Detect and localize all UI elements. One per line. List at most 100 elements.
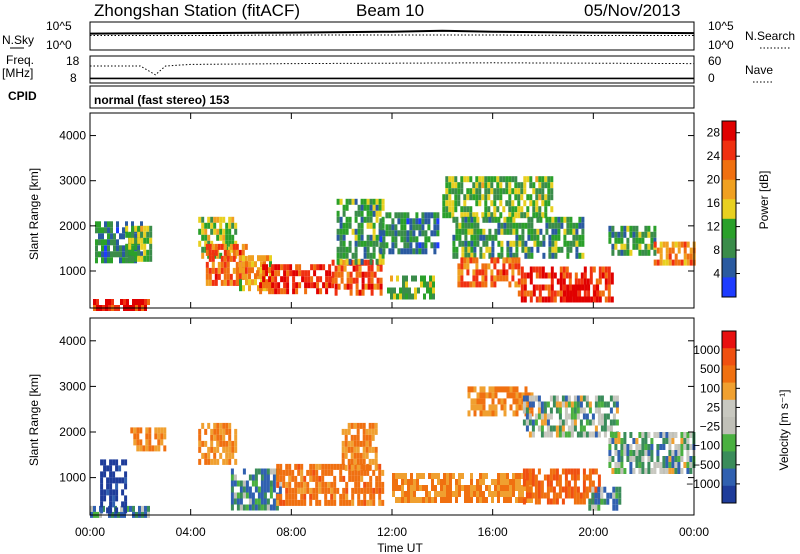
power-cells-cell-12 — [488, 228, 492, 235]
power-cells-cell-17 — [665, 241, 669, 248]
power-cells-cell-14 — [559, 284, 563, 291]
vel-cells-cell-4 — [251, 480, 255, 487]
vel-cells-cell-9 — [591, 413, 595, 420]
power-cells-cell-8 — [345, 246, 349, 253]
vel-cells-cell-7 — [464, 485, 467, 491]
power-cells-cell-4 — [226, 261, 230, 268]
vel-cells-cell-12 — [680, 432, 684, 438]
power-cells-cell-12 — [497, 240, 501, 247]
vel-cells-cell-1 — [106, 507, 110, 514]
vel-cells-cell-1 — [112, 477, 116, 484]
power-cells-cell-3 — [222, 234, 226, 241]
vel-cells-cell-5 — [339, 499, 343, 506]
vel-cells-cell-4 — [269, 468, 273, 475]
power-cells-cell-12 — [560, 216, 564, 223]
vel-cells-cell-9 — [549, 431, 553, 438]
vel-cells-cell-10 — [522, 468, 526, 475]
vel-cells-cell-12 — [638, 456, 642, 462]
vel-cells-cell-8 — [491, 386, 495, 393]
power-cells-cell-12 — [563, 228, 567, 235]
vel-cells-cell-1 — [115, 507, 119, 514]
vel-cells-cell-5 — [279, 469, 283, 476]
vel-cells-cell-9 — [558, 425, 562, 432]
power-cells-cell-11 — [460, 182, 464, 189]
vel-cells-cell-0 — [129, 505, 132, 512]
vel-cells-cell-10 — [552, 492, 556, 499]
vel-cells-cell-5 — [291, 493, 295, 500]
vel-cells-cell-8 — [467, 410, 471, 417]
vel-cells-cell-12 — [683, 432, 687, 438]
vel-cells-cell-1 — [115, 477, 119, 484]
power-cells-cell-12 — [578, 222, 582, 229]
power-cells-cell-12 — [491, 216, 495, 223]
vel-cells-cell-4 — [275, 504, 279, 511]
vel-cells-cell-7 — [515, 497, 518, 503]
power-cells-cell-12 — [500, 246, 504, 253]
power-cells-cell-11 — [487, 182, 491, 189]
power-cells-cell-16 — [626, 237, 630, 244]
vel-cells-cell-4 — [254, 486, 258, 493]
vel-cells-cell-12 — [647, 432, 651, 438]
vel-cells-cell-12 — [671, 432, 675, 438]
vel-cells-cell-1 — [124, 483, 128, 490]
power-cells-cell-13 — [496, 257, 500, 264]
vel-cells-cell-5 — [381, 481, 385, 488]
vel-cells-cell-12 — [662, 444, 666, 450]
power-cells-cell-11 — [478, 200, 482, 207]
power-cells-cell-11 — [460, 176, 464, 183]
power-cells-cell-3 — [198, 216, 202, 223]
vel-cells-cell-3 — [204, 458, 208, 465]
vel-cells-cell-9 — [582, 395, 586, 402]
power-cells-cell-17 — [674, 253, 678, 260]
vel-cells-cell-10 — [579, 498, 583, 505]
power-cells-cell-11 — [538, 176, 542, 183]
vel-cells-cell-12 — [656, 444, 660, 450]
vel-cells-cell-9 — [525, 419, 529, 426]
power-cells-cell-8 — [336, 210, 340, 217]
power-cells-cell-13 — [478, 281, 482, 288]
power-cells-cell-14 — [541, 266, 545, 273]
vel-cells-cell-9 — [534, 419, 538, 426]
power-cells-cell-13 — [490, 257, 494, 264]
power-cells-cell-9 — [406, 242, 410, 249]
power-cells-cell-12 — [476, 222, 480, 229]
vel-cells-cell-12 — [641, 462, 645, 468]
vel-cells-cell-12 — [620, 438, 624, 444]
vel-cells-cell-7 — [398, 497, 401, 503]
vel-cells-cell-10 — [564, 492, 568, 499]
power-cells-cell-8 — [345, 258, 349, 265]
power-cells-cell-14 — [517, 290, 521, 297]
power-cells-cell-11 — [475, 188, 479, 195]
vel-cells-cell-12 — [614, 462, 618, 468]
power-cells-cell-16 — [647, 225, 651, 232]
vel-cells-cell-5 — [285, 463, 289, 470]
power-cells-cell-12 — [515, 252, 519, 259]
vel-cells-cell-9 — [522, 401, 526, 408]
power_panel-cbar-seg-4 — [722, 199, 736, 220]
nsky-label: N.Sky — [2, 33, 34, 47]
power-cells-cell-11 — [541, 200, 545, 207]
vel-cells-cell-1 — [124, 471, 128, 478]
vel-cells-cell-5 — [351, 469, 355, 476]
power-cells-cell-11 — [454, 188, 458, 195]
vel-cells-cell-4 — [230, 486, 234, 493]
vel-cells-cell-5 — [297, 469, 301, 476]
vel-cells-cell-1 — [100, 483, 104, 490]
power-cells-cell-12 — [548, 234, 552, 241]
vel-cells-cell-5 — [327, 463, 331, 470]
vel-cells-cell-4 — [254, 468, 258, 475]
vel-cells-cell-5 — [363, 487, 367, 494]
power-cells-cell-8 — [336, 234, 340, 241]
power-cells-cell-7 — [355, 283, 359, 290]
vel-cells-cell-6 — [368, 464, 372, 471]
vel-cells-cell-10 — [534, 474, 538, 481]
power-cells-cell-9 — [430, 242, 434, 249]
vel-cells-cell-7 — [506, 491, 509, 497]
power-cells-cell-14 — [559, 278, 563, 285]
power-cells-cell-3 — [207, 240, 211, 247]
vel-cells-cell-10 — [525, 480, 529, 487]
vel-cells-cell-12 — [668, 468, 672, 474]
power-cells-cell-5 — [254, 261, 257, 268]
power-cells-cell-11 — [448, 176, 452, 183]
